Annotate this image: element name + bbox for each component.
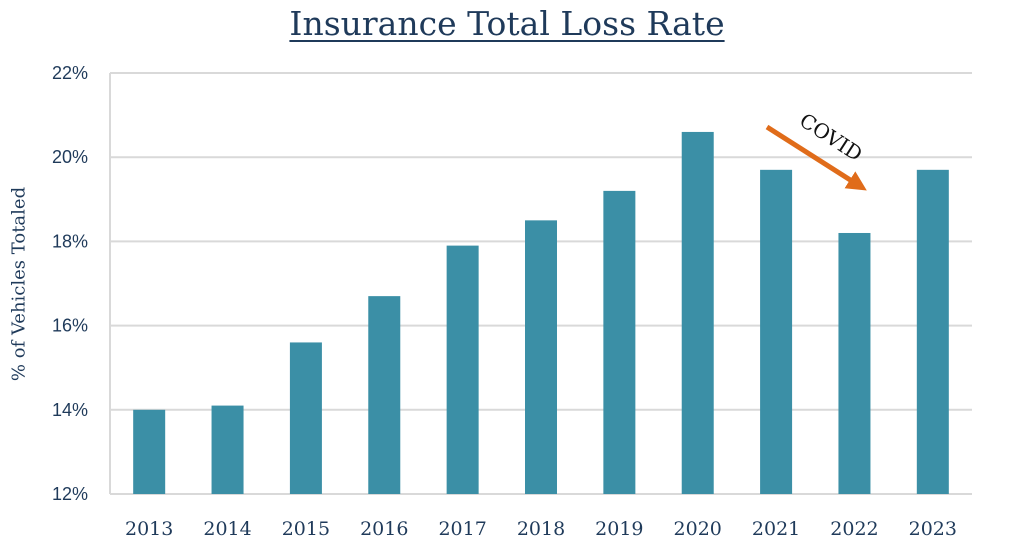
x-tick-label: 2019 bbox=[595, 518, 643, 540]
x-tick-label: 2017 bbox=[438, 518, 486, 540]
bar-2016 bbox=[368, 296, 401, 494]
bar-2015 bbox=[289, 342, 322, 494]
bar-2014 bbox=[211, 405, 244, 494]
x-tick-label: 2015 bbox=[282, 518, 330, 540]
bar-2021 bbox=[760, 169, 793, 494]
covid-arrow bbox=[765, 124, 867, 191]
bar-2013 bbox=[133, 409, 166, 494]
x-tick-label: 2020 bbox=[674, 518, 722, 540]
chart-title: Insurance Total Loss Rate bbox=[289, 4, 725, 43]
x-tick-label: 2018 bbox=[517, 518, 565, 540]
y-tick-label: 14% bbox=[52, 400, 88, 420]
y-tick-label: 12% bbox=[52, 484, 88, 504]
x-tick-label: 2016 bbox=[360, 518, 408, 540]
bar-2018 bbox=[525, 220, 557, 494]
y-tick-label: 18% bbox=[52, 231, 88, 251]
x-tick-label: 2013 bbox=[125, 518, 173, 540]
bar-2020 bbox=[681, 131, 714, 494]
bar-2017 bbox=[446, 245, 479, 494]
bar-2019 bbox=[603, 190, 636, 494]
y-tick-label: 20% bbox=[52, 147, 88, 167]
x-tick-label: 2022 bbox=[830, 518, 878, 540]
y-tick-label: 16% bbox=[52, 316, 88, 336]
y-tick-label: 22% bbox=[52, 63, 88, 83]
x-tick-label: 2014 bbox=[203, 518, 251, 540]
x-tick-label: 2021 bbox=[752, 518, 800, 540]
x-tick-label: 2023 bbox=[909, 518, 957, 540]
bar-2022 bbox=[838, 232, 871, 495]
bar-2023 bbox=[916, 169, 949, 494]
